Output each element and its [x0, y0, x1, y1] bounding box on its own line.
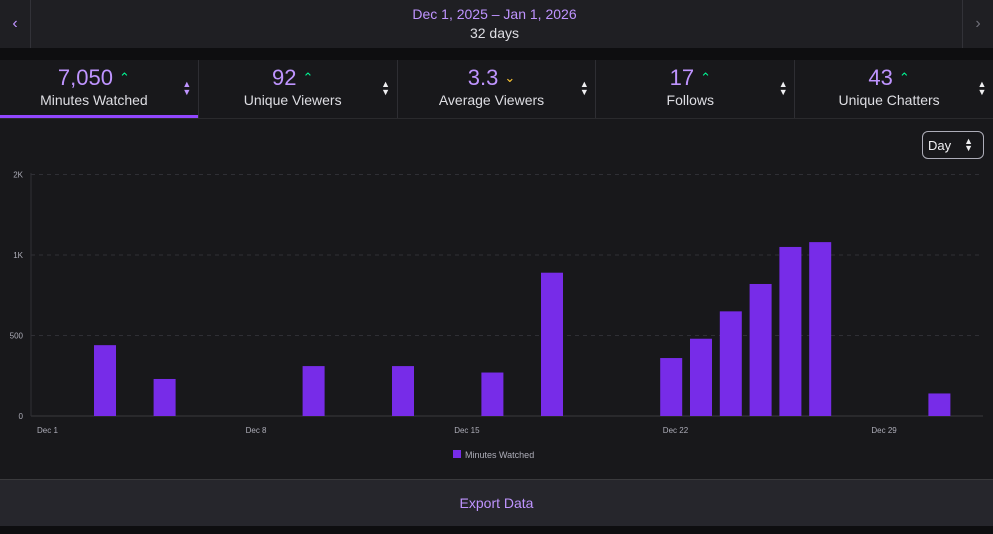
export-data-label: Export Data	[459, 495, 534, 511]
metric-value: 17	[669, 65, 695, 90]
date-range-bar: ‹ Dec 1, 2025 – Jan 1, 2026 32 days ›	[0, 0, 993, 49]
metric-label: Average Viewers	[438, 92, 545, 108]
trend-up-icon: ⌃	[118, 70, 130, 85]
y-tick-label: 0	[19, 412, 24, 421]
sort-icon: ▲ ▼	[579, 79, 589, 97]
bar	[392, 366, 414, 416]
metric-value-row: 43 ⌃	[795, 65, 983, 91]
granularity-select[interactable]: Day ▲ ▼	[922, 131, 984, 159]
x-tick-label: Dec 22	[663, 426, 689, 435]
x-tick-label: Dec 8	[246, 426, 267, 435]
export-data-button[interactable]: Export Data	[0, 479, 993, 526]
trend-up-icon: ⌃	[302, 70, 314, 85]
trend-down-icon: ⌄	[504, 70, 516, 85]
metric-label: Minutes Watched	[40, 92, 148, 108]
bar	[481, 372, 504, 416]
metric-label: Unique Viewers	[243, 92, 342, 108]
sort-icon: ▲ ▼	[977, 79, 987, 97]
bar	[94, 345, 116, 416]
bar	[749, 283, 772, 416]
metric-label: Follows	[666, 92, 715, 108]
metric-value: 3.3	[467, 65, 499, 90]
bar	[153, 378, 176, 416]
metric-tab-minutes-watched[interactable]: 7,050 ⌃ Minutes Watched ▲ ▼	[0, 60, 199, 118]
sort-icon: ▲ ▼	[381, 79, 391, 97]
x-tick-label: Dec 1	[37, 426, 58, 435]
metric-tab-unique-viewers[interactable]: 92 ⌃ Unique Viewers ▲ ▼	[199, 60, 398, 118]
bar	[541, 272, 563, 416]
legend-label: Minutes Watched	[465, 450, 534, 460]
bar	[719, 311, 742, 416]
previous-period-button[interactable]: ‹	[0, 0, 31, 48]
date-range-days: 32 days	[469, 25, 520, 41]
metric-tab-average-viewers[interactable]: 3.3 ⌄ Average Viewers ▲ ▼	[398, 60, 597, 118]
bar	[690, 338, 712, 416]
metric-label: Unique Chatters	[838, 92, 940, 108]
chart-panel: 0 500 1K 2K Dec 1 Dec 8 Dec 15 Dec 22 Dec 29 Minu…	[0, 119, 993, 479]
metric-value-row: 3.3 ⌄	[398, 65, 586, 91]
metric-value: 92	[272, 65, 297, 90]
metric-value: 43	[868, 65, 893, 90]
date-range-label[interactable]: Dec 1, 2025 – Jan 1, 2026	[412, 6, 577, 22]
bar	[660, 358, 683, 416]
next-period-button[interactable]: ›	[962, 0, 993, 48]
bar	[302, 366, 325, 416]
bar	[809, 242, 832, 416]
x-tick-label: Dec 29	[871, 426, 897, 435]
minutes-watched-chart: 0 500 1K 2K Dec 1 Dec 8 Dec 15 Dec 22 Dec 29 Minu…	[10, 171, 983, 460]
y-tick-label: 500	[10, 332, 24, 341]
metric-value: 7,050	[57, 65, 113, 90]
metric-tab-follows[interactable]: 17 ⌃ Follows ▲ ▼	[596, 60, 796, 118]
bar	[928, 393, 951, 416]
y-tick-label: 2K	[13, 171, 23, 180]
granularity-value: Day	[928, 137, 952, 153]
bar	[779, 246, 802, 416]
chevron-up-down-icon: ▲ ▼	[964, 136, 973, 153]
y-tick-label: 1K	[13, 251, 23, 260]
sort-icon: ▲ ▼	[182, 79, 192, 97]
chevron-right-icon: ›	[975, 15, 981, 32]
chevron-left-icon: ‹	[12, 15, 18, 32]
trend-up-icon: ⌃	[700, 70, 711, 85]
metric-value-row: 17 ⌃	[596, 65, 784, 91]
metric-value-row: 7,050 ⌃	[0, 65, 188, 91]
legend-swatch	[453, 450, 461, 458]
metric-tab-unique-chatters[interactable]: 43 ⌃ Unique Chatters ▲ ▼	[795, 60, 993, 118]
x-tick-label: Dec 15	[454, 426, 480, 435]
metric-value-row: 92 ⌃	[199, 65, 387, 91]
sort-icon: ▲ ▼	[778, 79, 788, 97]
trend-up-icon: ⌃	[898, 70, 910, 85]
metric-tabs: 7,050 ⌃ Minutes Watched ▲ ▼ 92 ⌃ Unique Vie…	[0, 60, 993, 119]
